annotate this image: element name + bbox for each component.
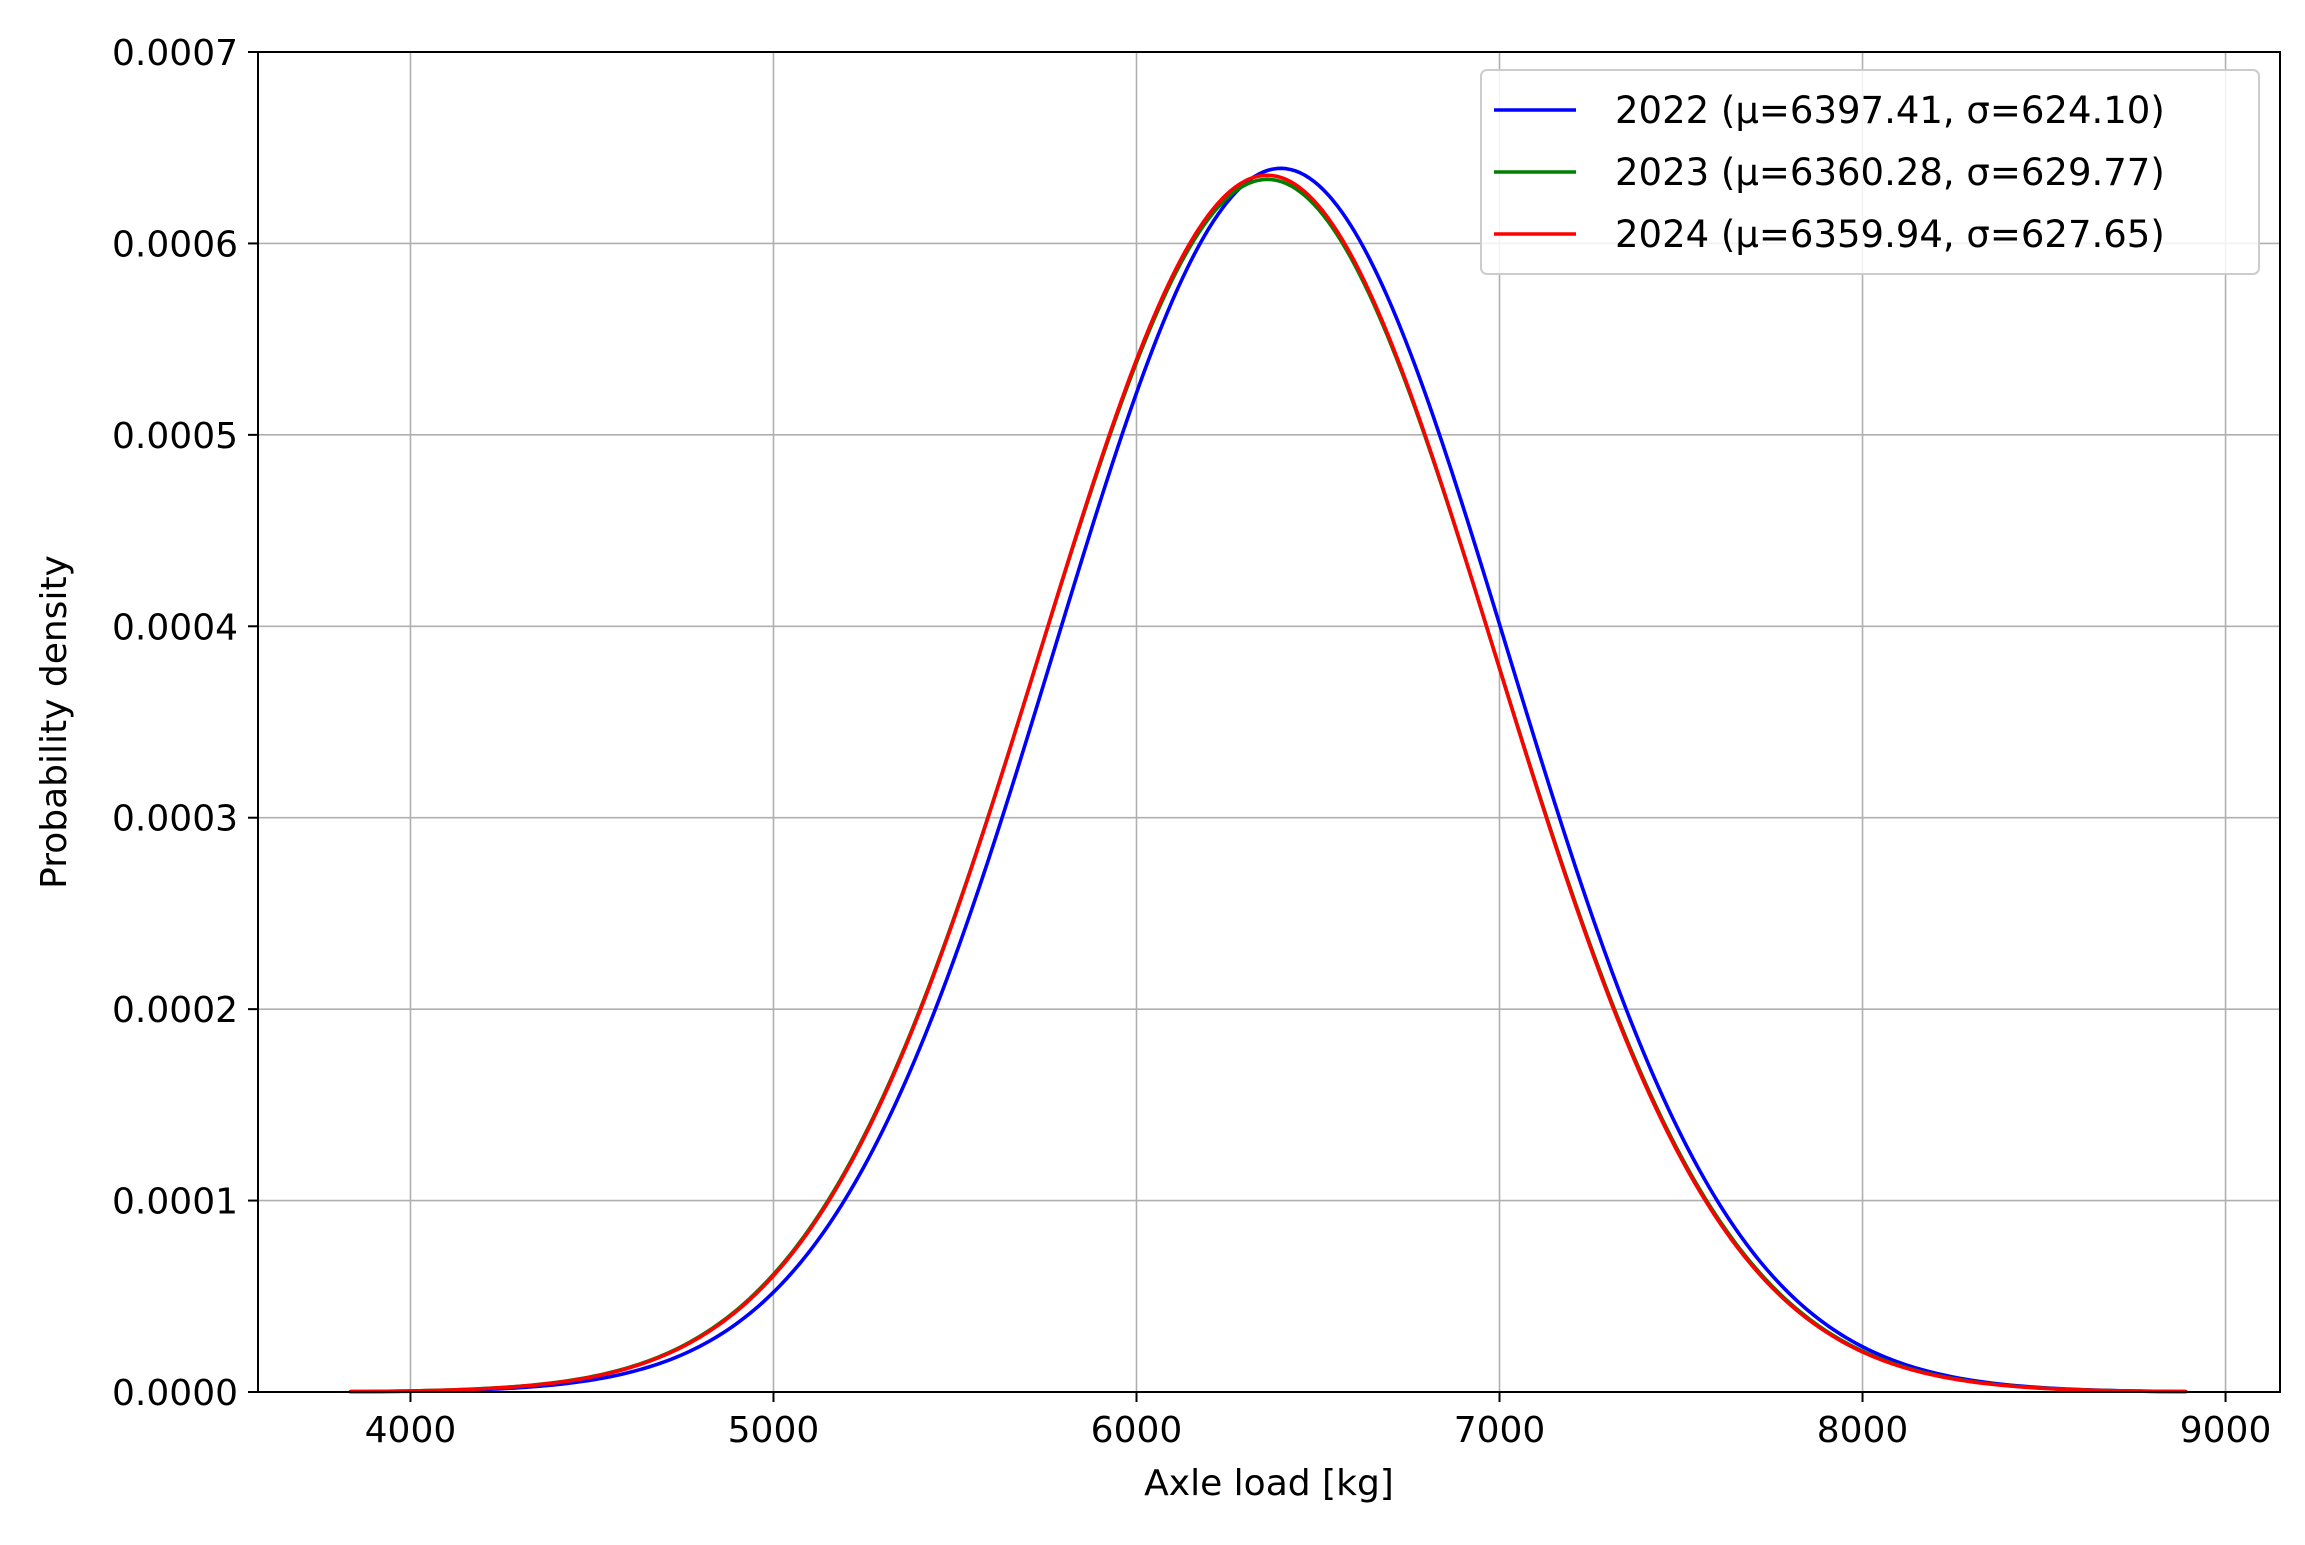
y-tick-label: 0.0007 [112,33,238,74]
x-tick-label: 7000 [1454,1410,1546,1451]
y-tick-label: 0.0002 [112,990,238,1031]
y-axis: 0.0000 0.0001 0.0002 0.0003 0.0004 0.0005 0.00… [112,33,258,1414]
y-tick-label: 0.0006 [112,224,238,265]
plot-series [348,166,2188,1394]
x-tick-label: 6000 [1091,1410,1183,1451]
y-tick-label: 0.0000 [112,1373,238,1414]
series-line-3 [348,173,2188,1394]
legend-box [1480,69,2260,275]
y-tick-label: 0.0001 [112,1182,238,1223]
x-tick-label: 9000 [2180,1410,2272,1451]
y-tick-label: 0.0003 [112,799,238,840]
y-tick-label: 0.0004 [112,607,238,648]
series-line-1 [348,166,2188,1394]
x-axis-title: Axle load [kg] [1144,1463,1394,1504]
y-axis-title: Probability density [34,555,75,889]
legend: 2022 (μ=6397.41, σ=624.10) 2023 (μ=6360.2… [1480,69,2260,275]
y-tick-label: 0.0005 [112,416,238,457]
x-tick-label: 8000 [1817,1410,1909,1451]
legend-label: 2023 (μ=6360.28, σ=629.77) [1615,151,2165,194]
legend-label: 2022 (μ=6397.41, σ=624.10) [1615,89,2165,132]
x-tick-label: 4000 [365,1410,457,1451]
x-axis: 4000 5000 6000 7000 8000 9000 [365,1392,2272,1451]
legend-label: 2024 (μ=6359.94, σ=627.65) [1615,213,2165,256]
plot-frame [257,51,2281,1393]
x-tick-label: 5000 [728,1410,820,1451]
